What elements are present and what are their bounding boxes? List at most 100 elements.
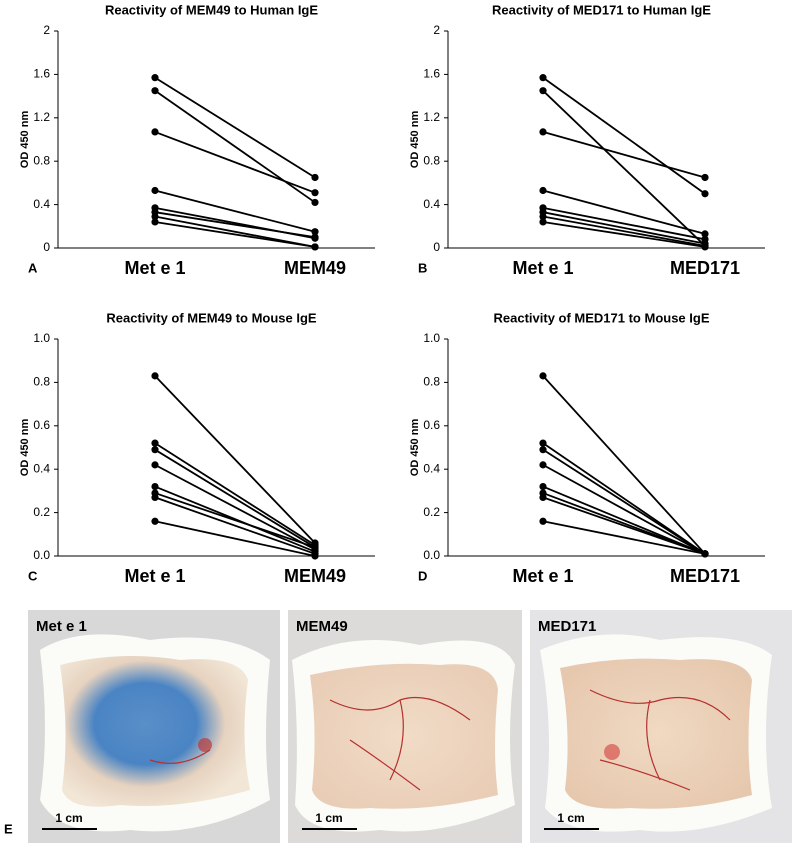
pair-line [154,496,316,555]
y-tick-label: 0.4 [423,197,440,211]
data-point [701,550,709,558]
data-point [311,233,319,241]
photo-label: Met e 1 [36,618,87,635]
data-point [311,189,319,197]
data-point [151,493,159,502]
pair-line [154,76,316,179]
pair-line [542,520,706,555]
pair-line [542,375,706,555]
pair-line [154,189,316,233]
chart: Reactivity of MEM49 to Human IgE OD 450 n… [19,2,375,278]
y-axis-label: OD 450 nm [19,419,31,477]
pair-line [154,375,316,544]
panel-label: B [418,260,427,275]
data-point [539,517,547,525]
data-point [311,198,319,207]
panel-label: E [4,821,13,836]
chart: Reactivity of MED171 to Mouse IgE OD 450 … [409,310,765,586]
y-tick-label: 0.8 [33,375,50,389]
data-point [151,212,159,221]
x-tick-label: MEM49 [284,566,346,586]
pair-line [154,448,316,549]
pair-line [542,221,706,248]
x-tick-label: Met e 1 [512,566,573,586]
pair-line [154,131,316,194]
data-point [151,87,159,95]
pair-line [542,189,706,235]
data-point [539,218,547,226]
y-tick-label: 0.0 [423,548,440,562]
photo-label: MED171 [538,618,596,635]
pair-line [542,215,706,247]
pair-line [154,442,316,546]
chart-title: Reactivity of MEM49 to Mouse IgE [106,310,317,325]
y-tick-label: 0.4 [423,461,440,475]
data-point [151,218,159,226]
vessels [149,689,731,791]
pair-line [154,485,316,553]
data-point [539,212,547,221]
data-point [539,493,547,502]
y-tick-label: 1.0 [33,331,50,345]
data-point [151,128,159,136]
pair-line [542,131,706,179]
data-point [701,190,709,198]
scale-bar-label: 1 cm [557,811,584,825]
pair-line [542,464,706,555]
x-tick-label: MED171 [670,258,740,278]
data-point [539,461,547,469]
y-tick-label: 0.0 [33,548,50,562]
pair-line [154,221,316,248]
pair-line [542,211,706,245]
chart: Reactivity of MED171 to Human IgE OD 450 … [409,2,765,278]
data-point [539,482,547,491]
data-point [151,74,159,82]
y-axis-label: OD 450 nm [19,111,31,169]
pair-line [154,211,316,239]
data-point [151,372,159,380]
data-point [311,173,319,182]
data-point [311,243,319,251]
lesion [604,744,620,760]
y-tick-label: 0.4 [33,197,50,211]
data-point [539,446,547,454]
y-axis-label: OD 450 nm [409,419,421,477]
pair-line [542,206,706,241]
chart-title: Reactivity of MED171 to Mouse IgE [494,310,710,325]
y-tick-label: 0.4 [33,461,50,475]
skin [560,658,752,809]
y-tick-label: 1.6 [33,67,50,81]
data-point [539,128,547,136]
panel-label: D [418,568,427,583]
pair-line [542,76,706,195]
y-tick-label: 2 [43,23,50,37]
y-tick-label: 1.6 [423,67,440,81]
pair-line [542,448,706,555]
photo-label: MEM49 [296,618,348,635]
y-tick-label: 0.8 [423,375,440,389]
x-tick-label: Met e 1 [512,258,573,278]
y-tick-label: 0.2 [423,505,440,519]
data-point [151,446,159,454]
y-tick-label: 0 [433,240,440,254]
data-point [701,173,709,182]
pair-line [154,492,316,549]
pair-line [542,485,706,555]
data-point [311,543,319,551]
data-point [701,243,709,251]
pair-line [542,442,706,555]
data-point [539,439,547,447]
chart: Reactivity of MEM49 to Mouse IgE OD 450 n… [19,310,375,586]
x-tick-label: MED171 [670,566,740,586]
chart-title: Reactivity of MED171 to Human IgE [492,2,711,17]
skin [310,663,498,809]
data-point [151,482,159,491]
y-tick-label: 0.8 [33,153,50,167]
y-tick-label: 0.6 [423,418,440,432]
scale-bar-label: 1 cm [55,811,82,825]
chart-title: Reactivity of MEM49 to Human IgE [105,2,318,17]
y-tick-label: 1.2 [33,110,50,124]
y-tick-label: 0.8 [423,153,440,167]
y-tick-label: 2 [433,23,440,37]
